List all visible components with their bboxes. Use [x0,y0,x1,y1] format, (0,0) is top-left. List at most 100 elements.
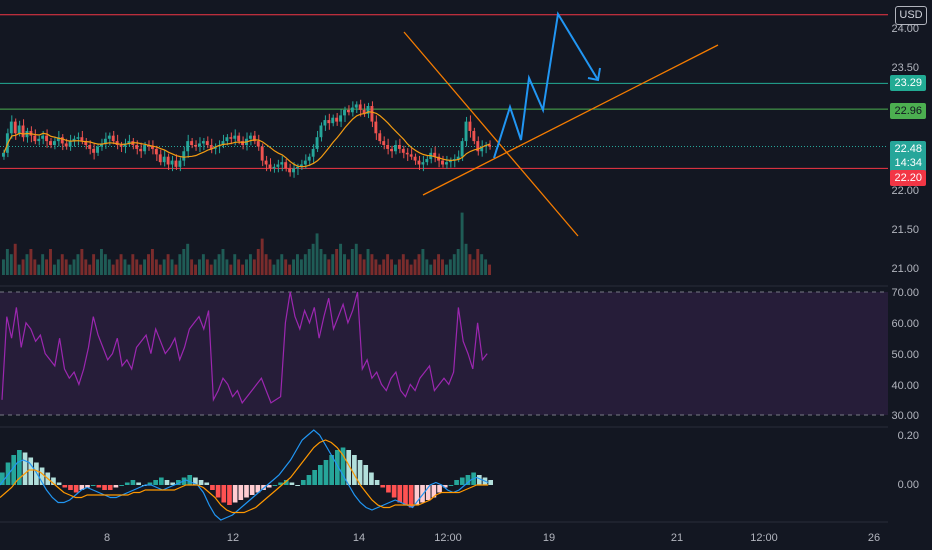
macd-histogram-bar [39,467,45,485]
volume-bar [460,212,464,275]
volume-bar [72,259,76,275]
candle [358,104,362,110]
candle [115,141,119,145]
candle [401,148,405,153]
macd-histogram-bar [323,460,329,485]
macd-histogram-bar [448,485,454,486]
volume-bar [158,264,162,275]
volume-bar [5,249,9,275]
volume-bar [315,233,319,275]
volume-bar [323,254,327,275]
macd-histogram-bar [147,482,153,485]
macd-histogram-bar [73,485,79,493]
macd-histogram-bar [79,485,85,490]
volume-bar [68,264,72,275]
candle [444,162,448,165]
macd-histogram-bar [153,480,158,485]
candle [170,160,174,165]
candle [174,160,178,167]
macd-histogram-bar [459,477,465,485]
volume-bar [296,254,299,275]
volume-bar [433,259,437,275]
volume-bar [178,254,182,275]
volume-bar [452,254,456,275]
candle [405,152,409,155]
volume-bar [209,264,213,275]
macd-histogram-bar [312,470,317,485]
macd-histogram-bar [391,485,397,498]
volume-bar [2,259,5,275]
volume-bar [150,249,154,275]
volume-bar [76,254,80,275]
candle [186,141,190,152]
volume-bar [198,259,201,275]
volume-bar [319,249,323,275]
macd-histogram-bar [442,485,448,488]
candle [256,141,260,147]
volume-bar [45,259,49,275]
candle [331,117,335,124]
candle [425,159,429,163]
macd-histogram-bar [51,477,56,485]
volume-bar [464,243,468,275]
volume-bar [41,254,45,275]
volume-bar [248,254,252,275]
candle [166,156,170,165]
volume-bar [343,254,346,275]
macd-histogram-bar [403,485,408,505]
candle [205,141,209,145]
volume-bar [190,259,194,275]
volume-bar [468,254,472,275]
volume-bar [103,254,107,275]
candle [248,135,252,139]
macd-histogram-bar [437,485,442,493]
volume-bar [284,259,288,275]
volume-bar [84,259,88,275]
macd-histogram-bar [102,485,107,490]
price-axis-label: 24.00 [891,23,919,35]
macd-histogram-bar [28,457,34,485]
candle [433,152,437,157]
last-price-tag: 22.48 14:34 [890,141,926,172]
macd-histogram-bar [278,482,283,485]
candle [374,121,378,134]
rsi-line [1,291,488,405]
macd-histogram-bar [210,485,215,490]
candle [2,152,5,157]
candle [413,156,417,161]
macd-histogram-bar [425,485,431,500]
volume-bar [33,259,37,275]
volume-bar [217,254,221,275]
volume-bar [119,254,123,275]
candle [456,156,460,160]
volume-bar [229,264,233,275]
macd-histogram-bar [340,447,346,485]
candle [209,145,213,149]
volume-bar [60,254,64,275]
candle [21,125,25,138]
macd-histogram-bar [454,480,459,485]
volume-bar [135,259,139,275]
macd-histogram-bar [130,480,136,485]
volume-bar [201,254,205,275]
macd-histogram-bar [198,480,204,485]
candle [229,137,233,139]
macd-histogram-bar [215,485,221,498]
volume-bar [147,254,150,275]
candle [241,141,245,145]
currency-tag[interactable]: USD [895,6,927,25]
macd-histogram-bar [272,485,278,486]
candle [366,106,370,114]
candle [327,120,331,124]
macd-histogram-bar [56,482,62,485]
candle [350,107,354,113]
candle [307,156,311,161]
candle [150,146,154,149]
volume-bar [362,259,366,275]
candle [154,148,158,155]
macd-histogram-bar [85,485,90,488]
macd-histogram-bar [170,482,176,485]
candle [264,160,268,165]
